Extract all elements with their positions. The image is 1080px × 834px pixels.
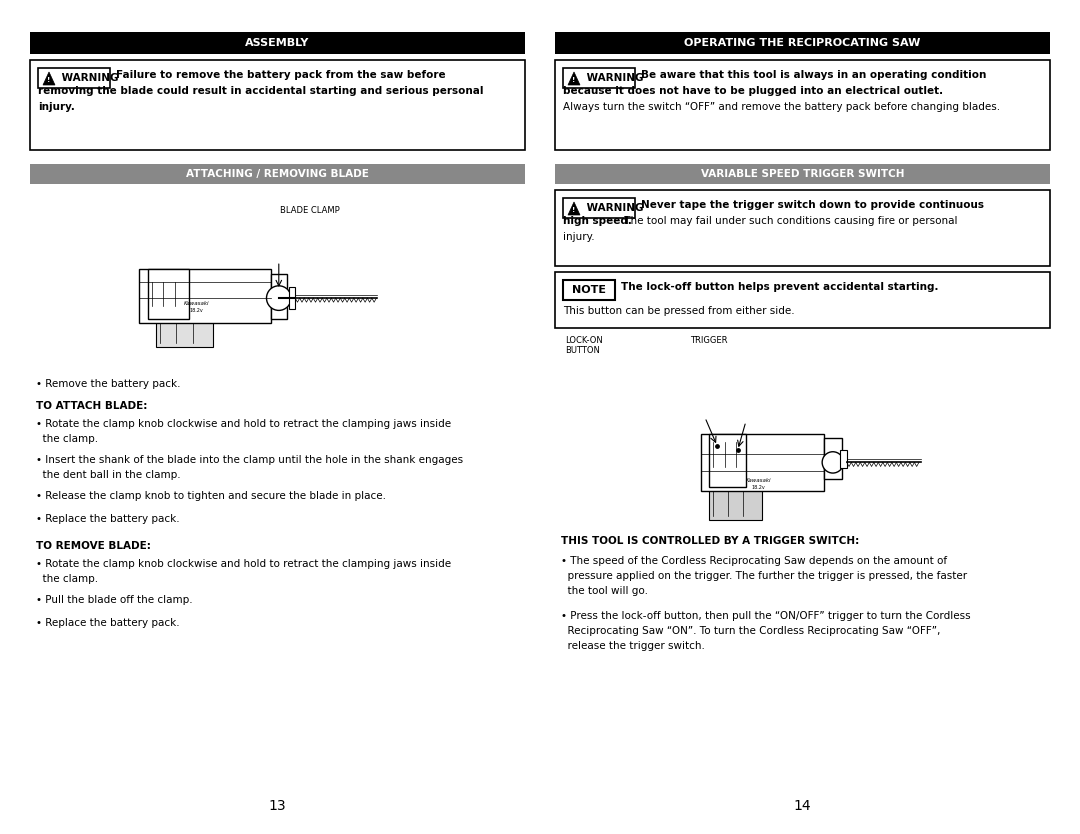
Text: pressure applied on the trigger. The further the trigger is pressed, the faster: pressure applied on the trigger. The fur… [561,571,967,581]
Bar [840,450,847,468]
Text: The lock-off button helps prevent accidental starting.: The lock-off button helps prevent accide… [621,282,939,292]
Text: • Pull the blade off the clamp.: • Pull the blade off the clamp. [36,595,192,605]
Text: VARIABLE SPEED TRIGGER SWITCH: VARIABLE SPEED TRIGGER SWITCH [701,169,904,179]
Text: release the trigger switch.: release the trigger switch. [561,641,705,651]
Text: Kawasaki: Kawasaki [184,301,210,306]
Text: • Remove the battery pack.: • Remove the battery pack. [36,379,180,389]
Bar [555,60,1050,150]
Text: Be aware that this tool is always in an operating condition: Be aware that this tool is always in an … [642,70,986,80]
Text: Never tape the trigger switch down to provide continuous: Never tape the trigger switch down to pr… [642,200,984,210]
Text: the dent ball in the clamp.: the dent ball in the clamp. [36,470,180,480]
Bar [555,272,1050,328]
Bar [30,60,525,150]
Text: 18.2v: 18.2v [190,308,204,313]
Text: !: ! [572,207,576,213]
Circle shape [267,286,292,310]
Text: The tool may fail under such conditions causing fire or personal: The tool may fail under such conditions … [621,216,958,226]
Bar [148,269,189,319]
Text: removing the blade could result in accidental starting and serious personal: removing the blade could result in accid… [38,86,484,96]
Text: • Insert the shank of the blade into the clamp until the hole in the shank engag: • Insert the shank of the blade into the… [36,455,463,465]
Polygon shape [43,72,55,85]
Text: the clamp.: the clamp. [36,434,98,444]
Text: • Press the lock-off button, then pull the “ON/OFF” trigger to turn the Cordless: • Press the lock-off button, then pull t… [561,611,971,621]
Bar [30,32,525,54]
Text: !: ! [48,77,51,83]
Text: because it does not have to be plugged into an electrical outlet.: because it does not have to be plugged i… [563,86,943,96]
Text: THIS TOOL IS CONTROLLED BY A TRIGGER SWITCH:: THIS TOOL IS CONTROLLED BY A TRIGGER SWI… [561,536,860,546]
Bar [555,164,1050,184]
Text: NOTE: NOTE [572,285,606,295]
Text: • The speed of the Cordless Reciprocating Saw depends on the amount of: • The speed of the Cordless Reciprocatin… [561,556,947,566]
Text: ASSEMBLY: ASSEMBLY [245,38,310,48]
Bar [555,32,1050,54]
Text: • Replace the battery pack.: • Replace the battery pack. [36,618,179,628]
Bar [708,434,746,487]
Text: the tool will go.: the tool will go. [561,586,648,596]
Text: BLADE CLAMP: BLADE CLAMP [280,206,340,215]
Text: 13: 13 [269,799,286,813]
Bar [563,68,635,88]
Bar [555,190,1050,266]
Text: Kawasaki: Kawasaki [745,478,771,483]
Text: !: ! [572,77,576,83]
Text: high speed.: high speed. [563,216,632,226]
Text: TO REMOVE BLADE:: TO REMOVE BLADE: [36,541,151,551]
Bar [271,274,287,319]
Text: injury.: injury. [563,232,595,242]
Text: TRIGGER: TRIGGER [690,336,728,345]
Bar [156,319,213,347]
Bar [563,198,635,218]
Text: TO ATTACH BLADE:: TO ATTACH BLADE: [36,401,147,411]
Bar [563,280,615,300]
Text: WARNING: WARNING [58,73,119,83]
Text: 18.2v: 18.2v [752,485,765,490]
Bar [30,164,525,184]
Circle shape [822,452,843,473]
Text: the clamp.: the clamp. [36,574,98,584]
Bar [824,438,841,479]
Text: LOCK-ON
BUTTON: LOCK-ON BUTTON [565,336,603,355]
Bar [701,434,824,491]
Bar [708,487,762,520]
Text: OPERATING THE RECIPROCATING SAW: OPERATING THE RECIPROCATING SAW [685,38,920,48]
Text: • Release the clamp knob to tighten and secure the blade in place.: • Release the clamp knob to tighten and … [36,491,386,501]
Polygon shape [568,72,580,85]
Text: • Replace the battery pack.: • Replace the battery pack. [36,514,179,524]
Text: ATTACHING / REMOVING BLADE: ATTACHING / REMOVING BLADE [186,169,369,179]
Bar [38,68,110,88]
Text: • Rotate the clamp knob clockwise and hold to retract the clamping jaws inside: • Rotate the clamp knob clockwise and ho… [36,559,451,569]
Text: Always turn the switch “OFF” and remove the battery pack before changing blades.: Always turn the switch “OFF” and remove … [563,102,1000,112]
Text: injury.: injury. [38,102,75,112]
Text: This button can be pressed from either side.: This button can be pressed from either s… [563,306,795,316]
Text: WARNING: WARNING [583,203,644,213]
Text: WARNING: WARNING [583,73,644,83]
Text: 14: 14 [794,799,811,813]
Bar [139,269,271,323]
Text: Reciprocating Saw “ON”. To turn the Cordless Reciprocating Saw “OFF”,: Reciprocating Saw “ON”. To turn the Cord… [561,626,941,636]
Text: Failure to remove the battery pack from the saw before: Failure to remove the battery pack from … [116,70,446,80]
Bar [288,288,295,309]
Text: • Rotate the clamp knob clockwise and hold to retract the clamping jaws inside: • Rotate the clamp knob clockwise and ho… [36,419,451,429]
Polygon shape [568,202,580,215]
